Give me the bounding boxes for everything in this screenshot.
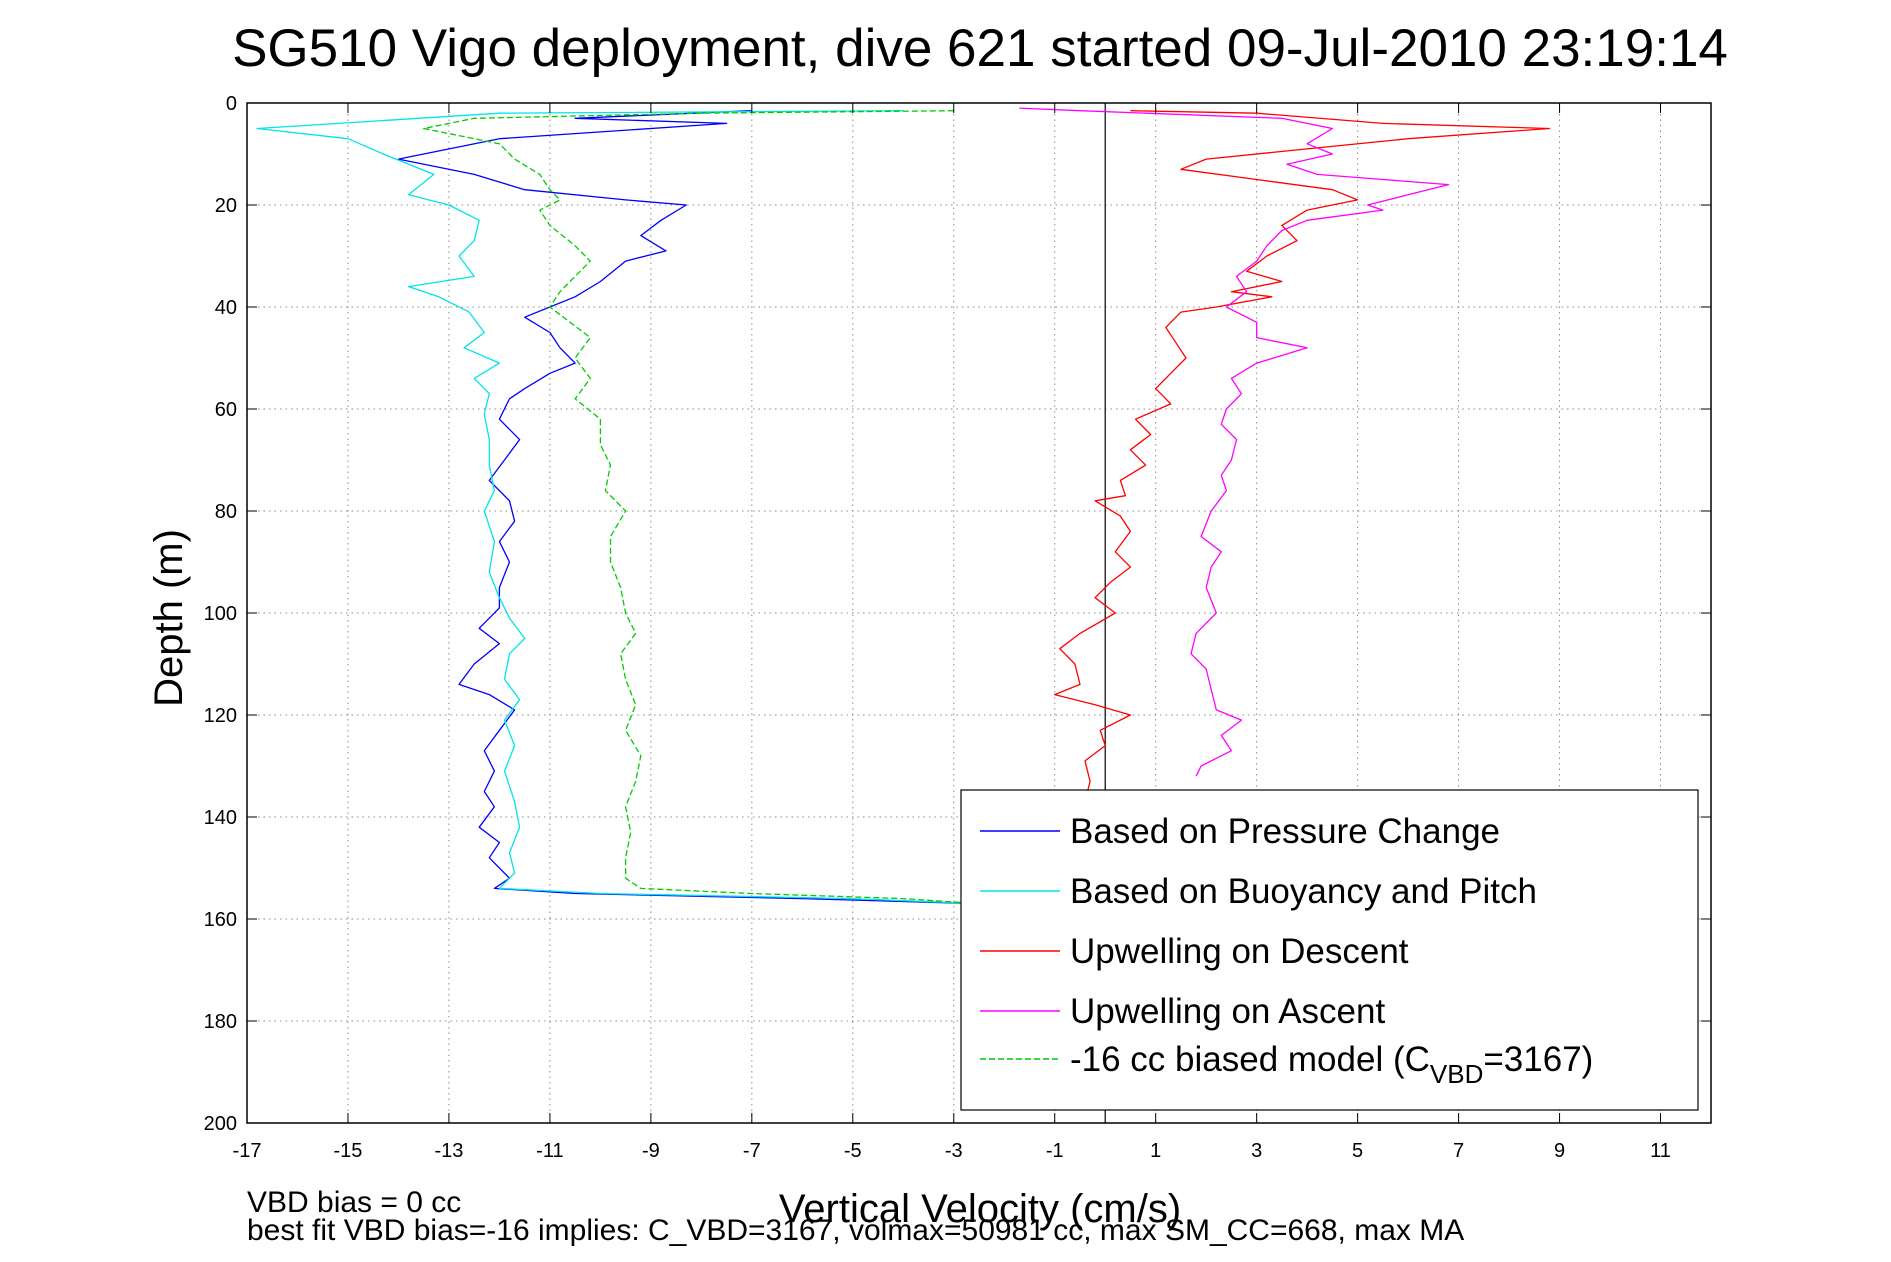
x-tick-label: 5 — [1352, 1140, 1363, 1162]
y-tick-label: 40 — [215, 297, 237, 319]
y-tick-label: 120 — [204, 705, 237, 727]
ticks: -17 -15 -13 -11 -9 -7 -5 -3 -1 1 3 5 7 9 1102040608010… — [204, 93, 1711, 1162]
x-tick-label: -11 — [536, 1140, 563, 1162]
pressure-change-line — [397, 110, 980, 905]
legend-label: -16 cc biased model (CVBD=3167) — [1070, 1040, 1593, 1089]
x-tick-label: -1 — [1046, 1140, 1064, 1162]
x-tick-label: -9 — [642, 1140, 660, 1162]
x-tick-label: 11 — [1650, 1140, 1671, 1162]
legend-label: Based on Buoyancy and Pitch — [1070, 872, 1537, 911]
x-tick-label: -3 — [945, 1140, 963, 1162]
y-tick-label: 200 — [204, 1113, 237, 1135]
upwelling-descent-line — [1054, 110, 1551, 802]
x-axis-title: Vertical Velocity (cm/s) — [779, 1187, 1181, 1231]
chart-title: SG510 Vigo deployment, dive 621 started … — [232, 19, 1728, 78]
legend-label: Upwelling on Ascent — [1070, 992, 1385, 1031]
x-tick-label: -5 — [844, 1140, 862, 1162]
legend: Based on Pressure Change Based on Buoyanc… — [960, 789, 1699, 1111]
biased-model-line — [423, 110, 980, 905]
y-axis-title: Depth (m) — [147, 529, 191, 707]
x-tick-label: 7 — [1453, 1140, 1464, 1162]
series-layer — [256, 103, 1551, 1123]
vbd-bias-note: VBD bias = 0 cc — [247, 1186, 461, 1219]
x-tick-label: 3 — [1251, 1140, 1262, 1162]
x-tick-label: -15 — [334, 1140, 363, 1162]
y-tick-label: 80 — [215, 501, 237, 523]
x-tick-label: -7 — [743, 1140, 761, 1162]
x-tick-label: -17 — [233, 1140, 262, 1162]
best-fit-note: best fit VBD bias=-16 implies: C_VBD=316… — [247, 1214, 1464, 1247]
y-tick-label: 20 — [215, 195, 237, 217]
y-tick-label: 0 — [226, 93, 237, 115]
x-tick-label: 1 — [1150, 1140, 1161, 1162]
y-tick-label: 60 — [215, 399, 237, 421]
legend-box — [960, 789, 1699, 1111]
y-tick-label: 140 — [204, 807, 237, 829]
x-tick-label: -13 — [434, 1140, 463, 1162]
legend-label: Based on Pressure Change — [1070, 812, 1500, 851]
y-tick-label: 160 — [204, 909, 237, 931]
upwelling-ascent-line — [1019, 107, 1450, 777]
y-tick-label: 180 — [204, 1011, 237, 1033]
legend-label: Upwelling on Descent — [1070, 932, 1409, 971]
y-tick-label: 100 — [204, 603, 237, 625]
buoyancy-pitch-line — [256, 110, 980, 905]
x-tick-label: 9 — [1554, 1140, 1565, 1162]
